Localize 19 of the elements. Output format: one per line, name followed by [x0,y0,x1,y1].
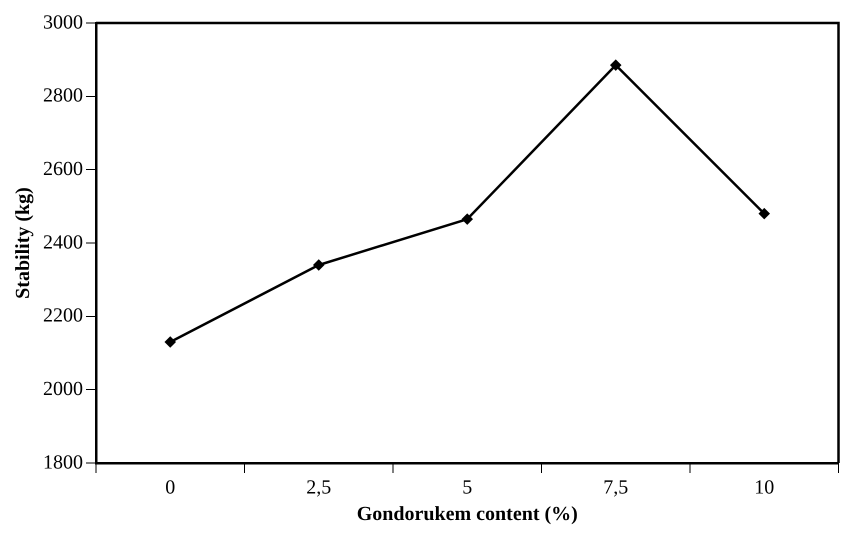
y-tick-label: 2600 [43,158,83,180]
x-axis-title: Gondorukem content (%) [356,503,578,526]
point [610,60,621,70]
y-tick-label: 2800 [43,84,83,107]
point [759,208,770,219]
y-tick-label: 1800 [43,451,83,474]
y-tick-label: 3000 [43,11,83,34]
x-tick-label: 2,5 [306,476,332,498]
y-tick-label: 2200 [43,304,83,327]
x-tick-label: 7,5 [603,476,628,498]
x-tick-label: 5 [462,476,472,498]
x-tick-label: 10 [754,476,774,498]
y-tick-label: 2400 [43,231,83,254]
point [165,336,176,348]
point [462,214,472,224]
y-axis-title: Stability (kg) [12,187,34,299]
point [314,260,324,270]
x-tick-label: 0 [165,476,176,498]
y-tick-label: 2000 [43,378,83,400]
